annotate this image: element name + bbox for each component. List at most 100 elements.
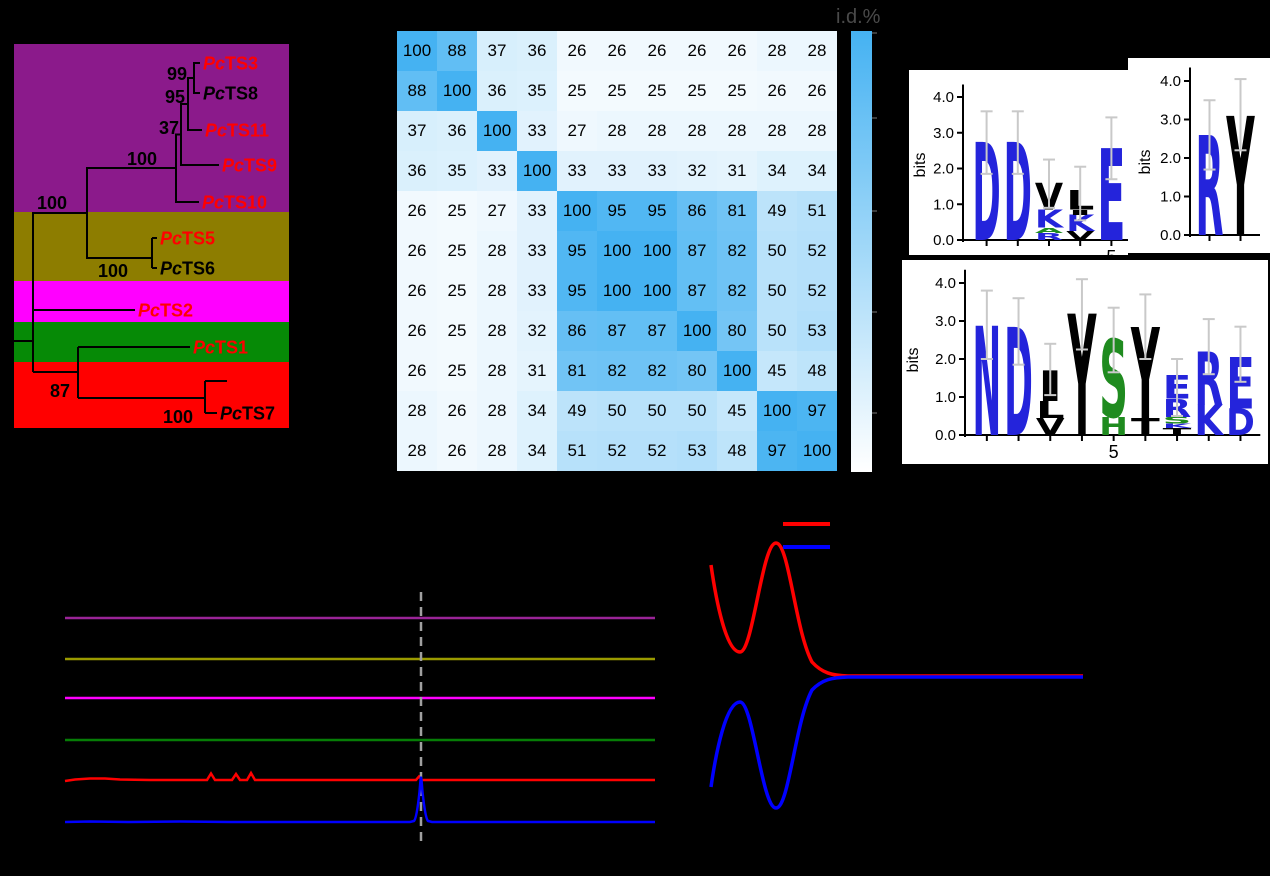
heatmap-cell: 48	[797, 351, 837, 391]
heatmap-cell: 100	[637, 231, 677, 271]
logo-x-tick-label: 5	[1109, 442, 1119, 462]
heatmap-cell: 95	[557, 231, 597, 271]
heatmap-cell: 31	[517, 351, 557, 391]
heatmap-cell: 28	[477, 351, 517, 391]
heatmap-cell: 36	[397, 151, 437, 191]
logo-letter: H	[1099, 412, 1128, 441]
heatmap-cell: 31	[717, 151, 757, 191]
heatmap-cell: 49	[757, 191, 797, 231]
heatmap-cell: 87	[677, 231, 717, 271]
logo-y-tick-label: 0.0	[1160, 227, 1181, 244]
heatmap-cell: 95	[637, 191, 677, 231]
heatmap-cell: 45	[757, 351, 797, 391]
logo-y-tick-label: 3.0	[933, 125, 954, 142]
logo-y-tick-label: 4.0	[933, 89, 954, 106]
heatmap-cell: 86	[557, 311, 597, 351]
heatmap-cell: 88	[437, 31, 477, 71]
heatmap-cell: 36	[437, 111, 477, 151]
heatmap-cell: 35	[517, 71, 557, 111]
heatmap-cell: 26	[397, 271, 437, 311]
clade-block	[14, 322, 289, 362]
logo-y-tick-label: 4.0	[1160, 73, 1181, 90]
tree-leaf-label: PcTS1	[193, 338, 248, 358]
heatmap-cell: 25	[437, 351, 477, 391]
logo-letter: D	[1226, 401, 1255, 444]
logo-letter: T	[1163, 427, 1194, 438]
heatmap-cell: 26	[597, 31, 637, 71]
bootstrap-value: 95	[165, 87, 185, 107]
phylogenetic-tree: PcTS3 PcTS8 PcTS11 PcTS9 PcTS10 PcTS5 PcTS6 PcT…	[14, 44, 289, 428]
logo-letter: V	[1066, 229, 1096, 243]
heatmap-cell: 87	[597, 311, 637, 351]
logo-y-axis-title: bits	[1137, 150, 1154, 175]
heatmap-cell: 33	[597, 151, 637, 191]
heatmap-cell: 34	[517, 431, 557, 471]
heatmap-cell: 100	[437, 71, 477, 111]
heatmap-cell: 81	[557, 351, 597, 391]
heatmap-cell: 52	[797, 231, 837, 271]
heatmap-cell: 34	[797, 151, 837, 191]
logo-y-tick-label: 2.0	[933, 161, 954, 178]
heatmap-cell: 51	[797, 191, 837, 231]
chromatogram-plot	[64, 592, 655, 844]
heatmap-cell: 100	[477, 111, 517, 151]
tree-leaf-label: PcTS10	[202, 193, 267, 213]
heatmap-cell: 33	[517, 191, 557, 231]
bootstrap-value: 100	[163, 407, 193, 427]
heatmap-cell: 26	[637, 31, 677, 71]
heatmap-cell: 33	[557, 151, 597, 191]
colorbar-tick	[872, 117, 877, 119]
heatmap-cell: 28	[757, 31, 797, 71]
heatmap-cell: 25	[677, 71, 717, 111]
heatmap-cell: 50	[757, 271, 797, 311]
heatmap-cell: 50	[597, 391, 637, 431]
heatmap-cell: 28	[797, 111, 837, 151]
tree-leaf-label: PcTS5	[160, 229, 215, 249]
clade-block	[14, 44, 289, 212]
logo-y-axis-title: bits	[912, 153, 929, 178]
colorbar-tick	[872, 412, 877, 414]
heatmap-cell: 52	[597, 431, 637, 471]
logo-letter: T	[1131, 413, 1160, 441]
heatmap-scale-label: i.d.%	[836, 6, 881, 28]
tree-leaf-label: PcTS7	[220, 404, 275, 424]
heatmap-cell: 100	[597, 231, 637, 271]
identity-heatmap: 100 88 37 36 26 26 26 26 26 28 28 88 100 36 35 25 25 25 25…	[397, 31, 837, 471]
logo-y-tick-label: 0.0	[933, 232, 954, 249]
heatmap-cell: 97	[797, 391, 837, 431]
logo-letter: K	[1163, 423, 1199, 430]
logo-letter: I	[1066, 208, 1097, 217]
logo-letter: S	[1163, 416, 1193, 427]
logo-y-tick-label: 4.0	[935, 275, 956, 292]
sequence-logo-c: 0.0 1.0 2.0 3.0 4.0 bits 5 N D V L I Y H S T Y T K S R E K R D E	[902, 260, 1268, 464]
heatmap-cell: 34	[517, 391, 557, 431]
heatmap-cell: 26	[397, 191, 437, 231]
heatmap-cell: 100	[637, 271, 677, 311]
heatmap-cell: 26	[677, 31, 717, 71]
heatmap-cell: 49	[557, 391, 597, 431]
heatmap-cell: 53	[677, 431, 717, 471]
heatmap-cell: 100	[797, 431, 837, 471]
spectra-panel	[690, 500, 1110, 860]
heatmap-cell: 28	[397, 391, 437, 431]
tree-leaf-label: PcTS8	[203, 84, 258, 104]
logo-y-tick-label: 1.0	[933, 196, 954, 213]
heatmap-colorbar	[851, 31, 877, 472]
logo-letter: R	[1035, 232, 1065, 243]
spectra-plot	[709, 522, 1083, 810]
heatmap-cell: 28	[597, 111, 637, 151]
heatmap-cell: 88	[397, 71, 437, 111]
tree-branches	[14, 62, 227, 414]
logo-letter: A	[1035, 226, 1065, 235]
bootstrap-value: 37	[159, 118, 179, 138]
heatmap-cell: 26	[797, 71, 837, 111]
heatmap-cell: 82	[717, 271, 757, 311]
heatmap-cell: 53	[797, 311, 837, 351]
heatmap-cell: 25	[637, 71, 677, 111]
heatmap-cell: 52	[637, 431, 677, 471]
heatmap-cell: 26	[437, 431, 477, 471]
logo-letter: K	[1194, 396, 1224, 445]
heatmap-cell: 95	[557, 271, 597, 311]
heatmap-cell: 28	[797, 31, 837, 71]
heatmap-cell: 26	[757, 71, 797, 111]
